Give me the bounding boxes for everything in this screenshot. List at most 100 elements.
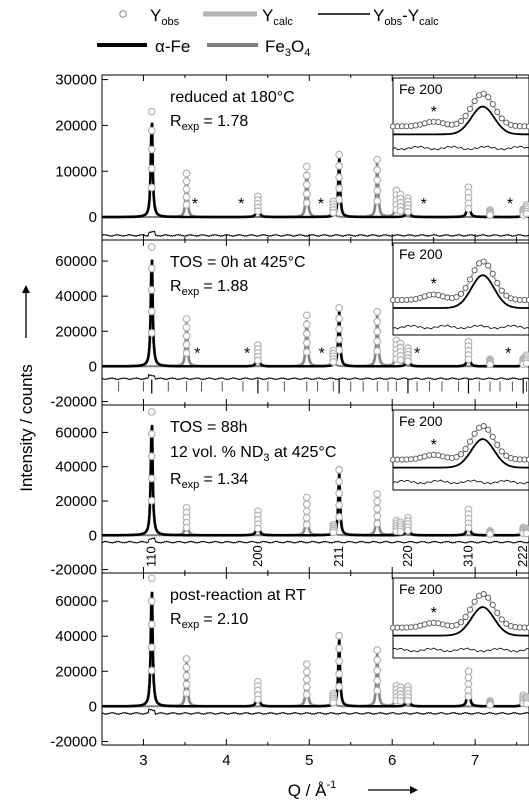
- yobs-point: [147, 620, 156, 629]
- yobs-point: [182, 680, 191, 689]
- yobs-point: [486, 530, 494, 538]
- panel-condition-line2: 12 vol. % ND3 at 425°C: [170, 444, 336, 464]
- yobs-point: [253, 695, 262, 704]
- yobs-point: [335, 657, 344, 666]
- yobs-point: [373, 317, 382, 326]
- yobs-point: [253, 524, 262, 533]
- x-tick-label: 3: [139, 752, 147, 769]
- hkl-label: 310: [460, 545, 475, 567]
- yobs-point: [373, 686, 382, 695]
- yobs-point: [335, 489, 344, 498]
- inset-frame: [392, 409, 529, 491]
- y-tick-label: -20000: [50, 562, 97, 579]
- x-tick-label: 5: [305, 752, 313, 769]
- hkl-label: 220: [400, 545, 415, 567]
- panel-1: 0 10000 20000 30000 * * * * * reduced at 180°C Rex…: [55, 72, 529, 241]
- inset-yobs-point: [467, 438, 474, 445]
- y-tick-label: 60000: [55, 253, 97, 270]
- inset-yobs-point: [471, 98, 478, 105]
- yobs-point: [182, 349, 191, 357]
- yobs-point: [302, 690, 311, 699]
- inset-title: Fe 200: [399, 246, 443, 262]
- inset-yobs-point: [503, 292, 510, 299]
- yobs-point: [253, 356, 262, 365]
- x-tick-label: 6: [388, 752, 396, 769]
- yobs-point: [329, 698, 338, 707]
- yobs-point: [464, 686, 473, 695]
- yobs-point: [302, 520, 311, 529]
- impurity-star: *: [319, 345, 325, 362]
- inset-fe200: Fe 200 *: [389, 77, 529, 157]
- yobs-point: [147, 107, 156, 116]
- yobs-point: [182, 663, 191, 672]
- yobs-point: [147, 430, 156, 438]
- yobs-point: [302, 339, 311, 347]
- inset-yobs-point: [489, 101, 496, 108]
- inset-difference-curve: [392, 647, 529, 653]
- yobs-point: [335, 173, 344, 182]
- x-tick-label: 7: [471, 752, 479, 769]
- yobs-point: [335, 304, 344, 312]
- yobs-point: [373, 186, 382, 195]
- yobs-point: [373, 337, 382, 346]
- impurity-star: *: [414, 345, 420, 362]
- y-tick-label: 20000: [55, 493, 97, 510]
- inset-yobs-point: [525, 456, 529, 463]
- yobs-point: [147, 574, 156, 583]
- inset-difference-curve: [392, 479, 529, 485]
- yobs-point: [302, 189, 311, 198]
- inset-yobs-point: [453, 621, 460, 629]
- y-tick-label: 40000: [55, 288, 97, 305]
- yobs-point: [302, 493, 311, 502]
- inset-yobs-point: [498, 616, 505, 623]
- yobs-point: [302, 180, 311, 189]
- impurity-star: *: [194, 345, 200, 362]
- yobs-point: [182, 523, 191, 532]
- yobs-point: [182, 672, 191, 680]
- yobs-point: [396, 206, 405, 215]
- x-tick-label: 4: [222, 752, 230, 769]
- yobs-point: [373, 347, 382, 355]
- y-tick-label: -20000: [50, 393, 97, 410]
- yobs-point: [147, 407, 156, 416]
- inset-yobs-point: [457, 118, 465, 125]
- difference-curve: [101, 537, 529, 544]
- yobs-point: [404, 526, 412, 535]
- inset-alpha-fe-curve: [393, 105, 529, 136]
- yobs-point: [373, 490, 382, 498]
- y-axis-title-group: Intensity / counts: [17, 285, 36, 492]
- yobs-point: [302, 683, 311, 691]
- y-axis-title: Intensity / counts: [17, 364, 36, 492]
- inset-yobs-point: [462, 445, 469, 453]
- yobs-point: [373, 307, 382, 316]
- inset-yobs-point: [489, 433, 496, 440]
- inset-yobs-point: [480, 423, 487, 430]
- yobs-point: [147, 243, 156, 251]
- y-tick-label: 40000: [55, 628, 97, 645]
- yobs-point: [464, 667, 473, 676]
- inset-yobs-point: [494, 441, 501, 448]
- inset-star: *: [431, 605, 437, 622]
- inset-yobs-point: [471, 267, 478, 274]
- inset-yobs-point: [525, 624, 529, 631]
- y-tick-label: 0: [89, 209, 97, 226]
- yobs-point: [522, 359, 529, 368]
- inset-yobs-point: [480, 591, 487, 598]
- yobs-point: [373, 512, 382, 521]
- inset-yobs-point: [453, 120, 460, 127]
- y-tick-label: 30000: [55, 72, 97, 89]
- yobs-point: [464, 355, 473, 364]
- yobs-point: [396, 697, 405, 705]
- inset-yobs-point: [494, 609, 501, 616]
- yobs-point: [335, 513, 344, 521]
- inset-yobs-point: [485, 262, 492, 269]
- yobs-point: [335, 670, 344, 678]
- yobs-point: [335, 335, 344, 344]
- inset-fe200: Fe 200 *: [389, 242, 529, 336]
- inset-yobs-point: [467, 276, 474, 283]
- panel-condition: reduced at 180°C: [170, 89, 295, 106]
- yobs-point: [147, 597, 156, 606]
- inset-yobs-point: [494, 108, 501, 116]
- inset-yobs-point: [489, 601, 496, 608]
- impurity-star: *: [244, 345, 250, 362]
